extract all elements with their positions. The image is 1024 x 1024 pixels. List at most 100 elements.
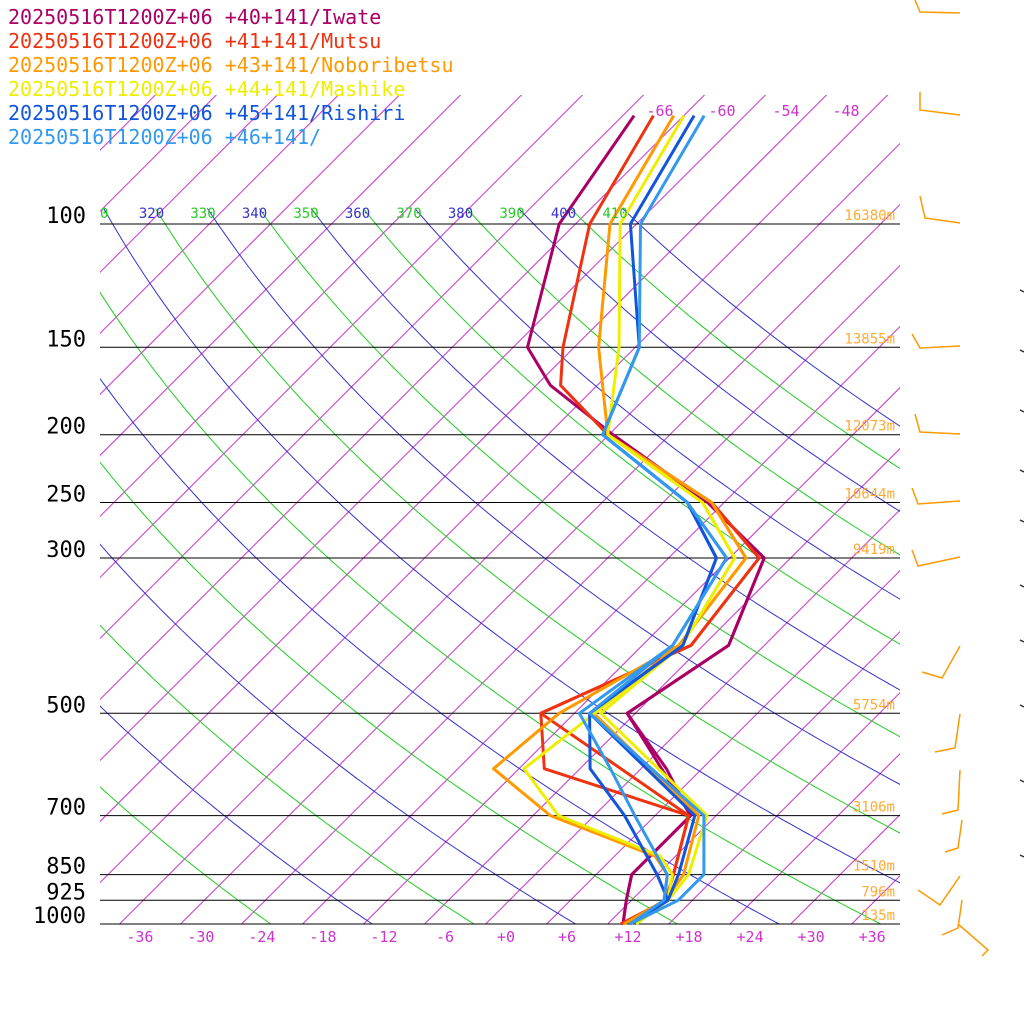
wind-barb [919,92,961,116]
theta-label: 340 [242,206,267,222]
pressure-label-850: 850 [46,855,86,880]
wind-barbs [911,0,1024,957]
wind-barb [941,769,961,815]
pressure-label-200: 200 [46,415,86,440]
edge-tick [1019,519,1024,523]
pressure-label-500: 500 [46,693,86,718]
edge-tick [1019,289,1024,293]
dry-adiabat-line [362,208,900,645]
edge-tick [1019,854,1024,858]
dewpoint-line [588,433,718,926]
dry-adiabat-line [155,208,900,834]
legend: 20250516T1200Z+06 +40+141/Iwate 20250516T… [8,5,454,149]
dry-adiabat-line [100,377,780,924]
pressure-label-925: 925 [46,880,86,905]
x-tick-label: +12 [614,928,641,946]
dry-adiabat-line [103,208,900,884]
isotherm-line [100,95,645,640]
wind-barb [914,0,961,14]
upper-temp-label: -66 [646,102,673,120]
dry-adiabat-line [466,208,900,556]
wind-barb [911,487,961,505]
dry-adiabat-line [518,208,900,513]
isotherm-line [100,95,828,823]
height-label: 12073m [844,419,895,435]
dry-adiabat-line [310,208,900,691]
legend-entry: 20250516T1200Z+06 +40+141/Iwate [8,5,381,29]
isotherm-line [668,692,900,924]
dry-adiabat-line [414,208,900,600]
pressure-label-700: 700 [46,796,86,821]
wind-barb [921,645,961,679]
x-tick-label: -6 [436,928,454,946]
isotherm-line [913,69,1024,924]
pressure-label-100: 100 [46,204,86,229]
sounding-series [492,114,766,926]
x-tick-label: -12 [370,928,397,946]
dry-adiabat-line [206,208,900,785]
height-label: 5754m [853,697,895,713]
upper-temp-label: -48 [832,102,859,120]
theta-label: 320 [139,206,164,222]
legend-entry: 20250516T1200Z+06 +43+141/Noboribetsu [8,53,454,77]
isotherm-line [790,814,900,924]
wind-barb [934,713,961,753]
height-label: 135m [861,908,895,924]
isotherm-line [974,69,1024,924]
dry-adiabat-line [100,461,678,924]
edge-tick [1019,469,1024,473]
edge-tick [1019,349,1024,353]
isotherm-line [100,95,706,701]
theta-label: 380 [448,206,473,222]
wind-barb [941,899,963,936]
isotherm-line [546,569,900,924]
dry-adiabat-lines [100,208,900,924]
edge-tick [1019,639,1024,643]
isotherm-line [100,95,889,884]
wind-barb [957,923,990,957]
x-tick-label: +30 [798,928,825,946]
height-label: 9419m [853,542,895,558]
height-label: 13855m [844,331,895,347]
height-label: 10644m [844,487,895,503]
x-tick-label: -24 [248,928,275,946]
isotherm-line [100,95,218,213]
theta-label: 400 [551,206,576,222]
x-tick-label: +24 [737,928,764,946]
x-tick-label: -18 [309,928,336,946]
isotherm-line [180,203,900,924]
x-tick-label: +0 [497,928,515,946]
dry-adiabat-line [100,291,882,924]
legend-entry: 20250516T1200Z+06 +46+141/ [8,125,321,149]
isotherm-line [607,630,900,924]
isotherm-line [100,95,401,396]
edge-tick [1019,409,1024,413]
dewpoint-line [577,433,729,926]
theta-label: 350 [293,206,318,222]
isotherm-line [119,142,900,924]
upper-temp-label: -60 [708,102,735,120]
legend-entry: 20250516T1200Z+06 +45+141/Rishiri [8,101,405,125]
x-tick-label: -36 [126,928,153,946]
legend-entry: 20250516T1200Z+06 +44+141/Mashike [8,77,405,101]
pressure-label-300: 300 [46,538,86,563]
wind-barb [919,195,961,224]
dry-adiabat-line [622,208,900,427]
upper-temp-label: -54 [772,102,799,120]
height-label: 16380m [844,208,895,224]
isotherm-line [100,95,523,518]
isotherm-line [100,95,156,151]
theta-label: 330 [190,206,215,222]
pressure-label-250: 250 [46,483,86,508]
isotherm-line [363,386,900,924]
x-tick-label: +6 [558,928,576,946]
dewpoint-line [522,433,737,926]
x-tick-label: -30 [187,928,214,946]
isotherm-line [100,95,462,457]
dry-adiabat-line [258,208,900,738]
theta-label: 390 [499,206,524,222]
wind-barb [911,549,961,567]
height-label: 1510m [853,859,895,875]
axis-labels: 100 16380m 150 13855m 200 12073m 250 10644m 300 9… [33,102,895,946]
